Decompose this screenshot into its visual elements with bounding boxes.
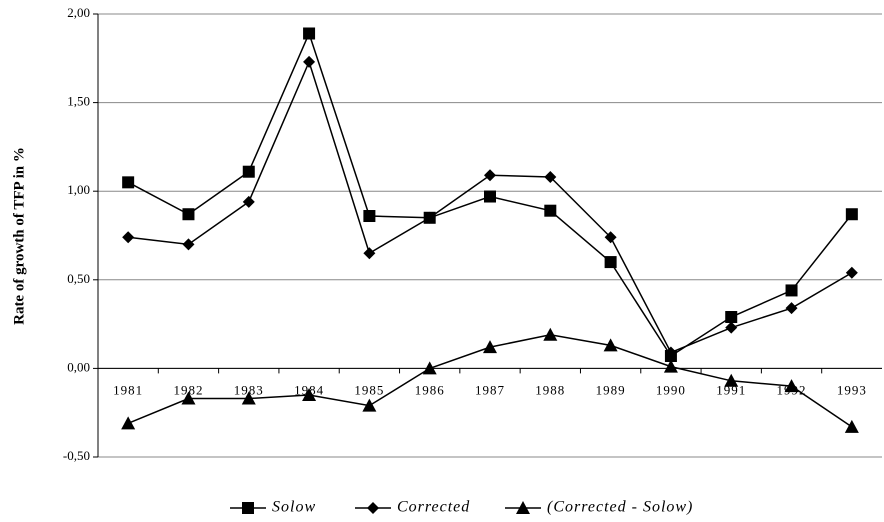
point xyxy=(725,311,738,324)
point xyxy=(784,379,799,393)
point xyxy=(663,359,678,373)
legend-marker xyxy=(516,501,530,514)
y-tick-label: 1,00 xyxy=(67,182,90,197)
point xyxy=(604,256,617,269)
point xyxy=(181,391,196,405)
y-tick-label: 0,50 xyxy=(67,271,90,286)
point xyxy=(242,195,255,208)
x-tick-label: 1983 xyxy=(234,382,264,397)
point xyxy=(544,171,557,184)
point xyxy=(121,416,136,430)
x-tick-label: 1991 xyxy=(716,382,746,397)
point xyxy=(483,340,497,354)
x-tick-label: 1989 xyxy=(596,382,626,397)
point xyxy=(604,231,617,244)
x-tick-label: 1986 xyxy=(415,382,445,397)
point xyxy=(182,208,195,221)
y-tick-label: 0,00 xyxy=(67,359,90,374)
point xyxy=(844,419,859,433)
point xyxy=(362,398,377,412)
x-tick-label: 1987 xyxy=(475,382,505,397)
legend-text: (Corrected - Solow) xyxy=(547,499,693,516)
point xyxy=(242,165,255,178)
point xyxy=(363,210,376,223)
x-tick-label: 1985 xyxy=(354,382,384,397)
point xyxy=(182,238,195,251)
point xyxy=(122,231,135,244)
point xyxy=(785,302,798,315)
point xyxy=(484,169,496,182)
point xyxy=(603,338,618,352)
point xyxy=(664,346,677,359)
y-tick-label: 1,50 xyxy=(67,94,90,109)
legend-text: Corrected xyxy=(397,499,470,516)
point xyxy=(363,247,376,260)
legend-text: Solow xyxy=(272,499,316,516)
point xyxy=(241,391,256,405)
x-tick-label: 1993 xyxy=(837,382,867,397)
point xyxy=(122,176,135,189)
y-tick-label: -0,50 xyxy=(63,448,90,463)
point xyxy=(303,27,316,40)
legend-marker xyxy=(242,502,254,514)
point xyxy=(543,327,558,341)
point xyxy=(544,204,557,217)
point xyxy=(484,190,496,203)
point xyxy=(423,211,436,224)
point xyxy=(785,284,798,297)
point xyxy=(422,361,437,375)
point xyxy=(845,266,858,279)
point xyxy=(724,373,739,387)
x-tick-label: 1990 xyxy=(656,382,686,397)
x-tick-label: 1988 xyxy=(535,382,565,397)
legend-marker xyxy=(367,502,379,514)
series-line xyxy=(128,59,853,354)
point xyxy=(725,321,738,334)
x-tick-label: 1981 xyxy=(113,382,143,397)
y-tick-label: 2,00 xyxy=(67,5,90,20)
point xyxy=(302,387,317,401)
point xyxy=(303,55,316,68)
y-axis-title: Rate of growth of TFP in % xyxy=(11,147,27,325)
point xyxy=(845,208,858,221)
x-tick-label: 1982 xyxy=(173,382,203,397)
